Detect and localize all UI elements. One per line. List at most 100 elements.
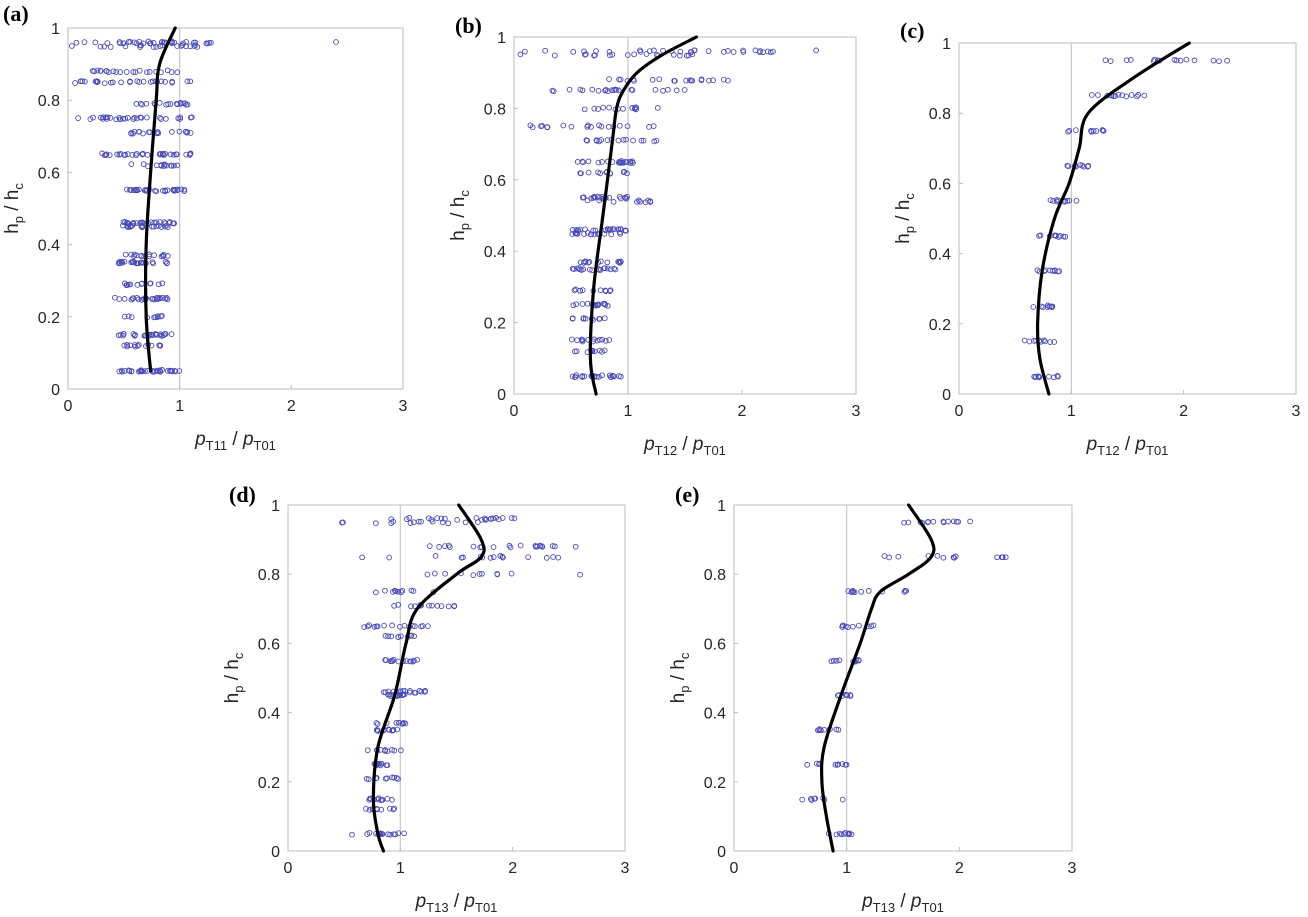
scatter-point bbox=[152, 314, 159, 320]
scatter-point bbox=[160, 150, 166, 157]
scatter-point bbox=[365, 776, 372, 783]
scatter-point bbox=[1216, 58, 1222, 65]
scatter-point bbox=[670, 51, 677, 58]
scatter-point bbox=[400, 691, 407, 698]
scatter-point bbox=[622, 195, 629, 201]
scatter-point bbox=[597, 170, 604, 177]
scatter-point bbox=[616, 193, 623, 200]
scatter-point bbox=[842, 691, 849, 698]
scatter-point bbox=[581, 231, 587, 237]
scatter-point bbox=[500, 554, 506, 561]
scatter-point bbox=[142, 368, 148, 374]
y-tick-label: 1 bbox=[271, 498, 280, 515]
y-tick-label: 0 bbox=[271, 844, 280, 861]
scatter-point bbox=[1093, 128, 1100, 134]
scatter-point bbox=[391, 602, 397, 609]
scatter-point bbox=[73, 39, 80, 46]
scatter-point bbox=[839, 622, 846, 629]
scatter-point bbox=[577, 571, 583, 578]
scatter-point bbox=[154, 296, 161, 303]
scatter-point bbox=[415, 518, 422, 525]
y-label-h: h bbox=[668, 693, 689, 704]
x-label-sub2: T01 bbox=[254, 438, 276, 453]
scatter-point bbox=[139, 151, 146, 158]
scatter-point bbox=[1036, 232, 1042, 239]
scatter-point bbox=[525, 554, 531, 560]
scatter-point bbox=[765, 48, 771, 55]
scatter-point bbox=[584, 230, 591, 236]
scatter-point bbox=[660, 87, 666, 94]
scatter-point bbox=[124, 343, 131, 350]
scatter-point bbox=[858, 588, 865, 595]
scatter-point bbox=[688, 77, 695, 84]
scatter-point bbox=[539, 123, 545, 129]
scatter-point bbox=[577, 259, 584, 266]
y-label-slash: / bbox=[2, 200, 23, 216]
scatter-point bbox=[839, 796, 846, 803]
scatter-point bbox=[606, 104, 612, 111]
scatter-point bbox=[434, 603, 441, 609]
scatter-point bbox=[627, 158, 633, 165]
scatter-point bbox=[1102, 57, 1109, 64]
scatter-point bbox=[517, 51, 524, 58]
scatter-point bbox=[140, 130, 146, 137]
scatter-point bbox=[1030, 304, 1037, 310]
scatter-point bbox=[1135, 92, 1142, 98]
scatter-point bbox=[1046, 373, 1052, 380]
scatter-point bbox=[391, 805, 398, 812]
scatter-point bbox=[110, 68, 117, 75]
scatter-point bbox=[586, 266, 593, 273]
mean-curve bbox=[819, 503, 936, 853]
scatter-point bbox=[429, 518, 436, 525]
scatter-point bbox=[606, 337, 613, 343]
scatter-point bbox=[131, 114, 138, 121]
scatter-point bbox=[146, 69, 153, 75]
scatter-point bbox=[163, 222, 170, 229]
scatter-point bbox=[582, 51, 589, 58]
scatter-point bbox=[1141, 92, 1148, 99]
scatter-point bbox=[157, 115, 163, 121]
scatter-point bbox=[623, 136, 629, 143]
scatter-point bbox=[606, 372, 613, 379]
scatter-point bbox=[925, 519, 931, 526]
scatter-point bbox=[952, 553, 959, 560]
x-tick-label: 0 bbox=[955, 403, 964, 420]
y-axis-label: hp / hc bbox=[2, 183, 26, 234]
scatter-point bbox=[905, 519, 912, 526]
scatter-point bbox=[156, 222, 162, 229]
scatter-point bbox=[125, 367, 132, 374]
scatter-point bbox=[1224, 57, 1230, 64]
scatter-point bbox=[187, 130, 194, 136]
scatter-point bbox=[934, 553, 941, 559]
scatter-point bbox=[1080, 163, 1087, 170]
x-tick-label: 3 bbox=[1068, 860, 1077, 877]
scatter-point bbox=[387, 831, 393, 838]
scatter-point bbox=[615, 87, 622, 94]
scatter-point bbox=[125, 39, 132, 45]
scatter-point bbox=[1100, 128, 1107, 134]
y-tick-label: 0.2 bbox=[704, 775, 726, 792]
x-tick-label: 3 bbox=[852, 403, 861, 420]
scatter-point bbox=[410, 519, 417, 526]
scatter-point bbox=[634, 199, 640, 205]
scatter-point bbox=[426, 543, 433, 549]
scatter-point bbox=[725, 77, 731, 84]
scatter-point bbox=[445, 520, 452, 527]
scatter-point bbox=[620, 105, 626, 112]
y-tick-label: 0.4 bbox=[929, 247, 951, 264]
scatter-point bbox=[499, 515, 506, 521]
scatter-point bbox=[187, 78, 194, 85]
scatter-point bbox=[595, 159, 602, 166]
x-axis-label: pT13 / pT01 bbox=[861, 891, 944, 915]
scatter-point bbox=[133, 252, 140, 259]
scatter-point bbox=[698, 77, 705, 84]
scatter-point bbox=[414, 656, 420, 663]
scatter-point bbox=[602, 227, 609, 233]
scatter-point bbox=[118, 79, 124, 86]
scatter-point bbox=[596, 336, 603, 343]
scatter-point bbox=[617, 159, 623, 166]
scatter-point bbox=[128, 314, 135, 320]
scatter-point bbox=[94, 67, 101, 74]
scatter-point bbox=[930, 518, 937, 525]
axes-frame bbox=[958, 42, 1297, 395]
